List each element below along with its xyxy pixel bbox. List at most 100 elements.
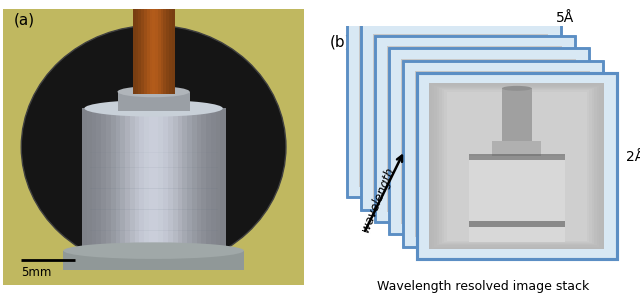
Bar xyxy=(154,108,159,266)
Ellipse shape xyxy=(502,86,532,91)
Bar xyxy=(387,46,562,212)
Bar xyxy=(106,108,111,266)
Bar xyxy=(361,23,561,210)
Bar xyxy=(429,83,604,249)
Ellipse shape xyxy=(63,242,244,259)
Bar xyxy=(161,0,164,94)
Bar xyxy=(413,106,509,193)
Bar xyxy=(177,108,183,266)
Bar xyxy=(144,108,149,266)
Bar xyxy=(125,108,131,266)
Bar xyxy=(417,73,617,259)
Bar xyxy=(155,0,158,94)
Bar xyxy=(120,108,125,266)
Bar xyxy=(401,59,576,224)
Bar xyxy=(468,156,565,242)
Bar xyxy=(432,38,461,79)
Bar xyxy=(375,36,575,222)
Bar xyxy=(502,88,532,141)
Bar xyxy=(429,83,604,249)
Bar xyxy=(192,108,197,266)
Bar xyxy=(427,119,523,205)
Text: Wavelength resolved image stack: Wavelength resolved image stack xyxy=(377,280,589,293)
Bar xyxy=(172,0,175,94)
Bar xyxy=(147,0,150,94)
Ellipse shape xyxy=(84,100,223,117)
Bar xyxy=(163,0,166,94)
Bar xyxy=(347,11,547,197)
Bar xyxy=(158,0,161,94)
Bar xyxy=(435,86,599,247)
Bar xyxy=(492,141,541,156)
Bar xyxy=(152,0,156,94)
Bar xyxy=(375,36,575,222)
Text: 5mm: 5mm xyxy=(21,265,52,278)
Bar xyxy=(141,0,145,94)
Bar xyxy=(144,0,147,94)
Bar xyxy=(63,250,244,270)
Bar xyxy=(92,108,97,266)
Bar xyxy=(444,91,589,242)
Text: 5Å: 5Å xyxy=(556,11,574,25)
Bar xyxy=(415,71,590,237)
Bar xyxy=(359,21,534,187)
Bar xyxy=(163,108,168,266)
Bar xyxy=(101,108,106,266)
Bar xyxy=(97,108,102,266)
Bar xyxy=(474,75,504,116)
Bar xyxy=(454,144,551,230)
Bar xyxy=(149,108,154,266)
Bar xyxy=(460,63,490,104)
Bar xyxy=(150,0,153,94)
Bar xyxy=(388,48,589,235)
Bar xyxy=(169,0,172,94)
Bar xyxy=(437,87,596,245)
Bar xyxy=(82,108,87,266)
Bar xyxy=(417,73,617,259)
Bar xyxy=(216,108,221,266)
Text: (a): (a) xyxy=(13,12,35,27)
Bar xyxy=(166,0,170,94)
Bar xyxy=(202,108,207,266)
Bar xyxy=(182,108,188,266)
Bar xyxy=(211,108,216,266)
Bar xyxy=(132,0,136,94)
Bar xyxy=(373,34,548,199)
Ellipse shape xyxy=(118,86,189,97)
Bar xyxy=(187,108,192,266)
Bar xyxy=(403,61,603,247)
Bar xyxy=(87,108,92,266)
Bar xyxy=(173,108,178,266)
Text: wavelength: wavelength xyxy=(358,165,397,234)
Text: 2Å: 2Å xyxy=(626,150,640,164)
Bar xyxy=(347,11,547,197)
Bar xyxy=(138,0,141,94)
Bar xyxy=(159,108,164,266)
Bar xyxy=(140,108,145,266)
Bar xyxy=(130,108,135,266)
Bar xyxy=(440,88,595,244)
Text: (b): (b) xyxy=(330,34,351,49)
Bar xyxy=(388,48,589,235)
Bar xyxy=(134,108,140,266)
Bar xyxy=(361,23,561,210)
Bar xyxy=(468,221,565,228)
Bar xyxy=(440,131,537,218)
Bar xyxy=(442,89,592,243)
Bar xyxy=(115,108,121,266)
Bar xyxy=(468,154,565,160)
Bar xyxy=(168,108,173,266)
Bar xyxy=(220,108,226,266)
Bar xyxy=(118,92,189,111)
Bar xyxy=(403,61,603,247)
Bar xyxy=(447,92,587,241)
Bar xyxy=(399,94,495,180)
Bar xyxy=(488,88,518,129)
Bar xyxy=(432,85,602,248)
Circle shape xyxy=(21,25,286,269)
Bar xyxy=(445,50,476,92)
Bar xyxy=(111,108,116,266)
Bar xyxy=(196,108,202,266)
Bar xyxy=(136,0,139,94)
Bar xyxy=(206,108,211,266)
